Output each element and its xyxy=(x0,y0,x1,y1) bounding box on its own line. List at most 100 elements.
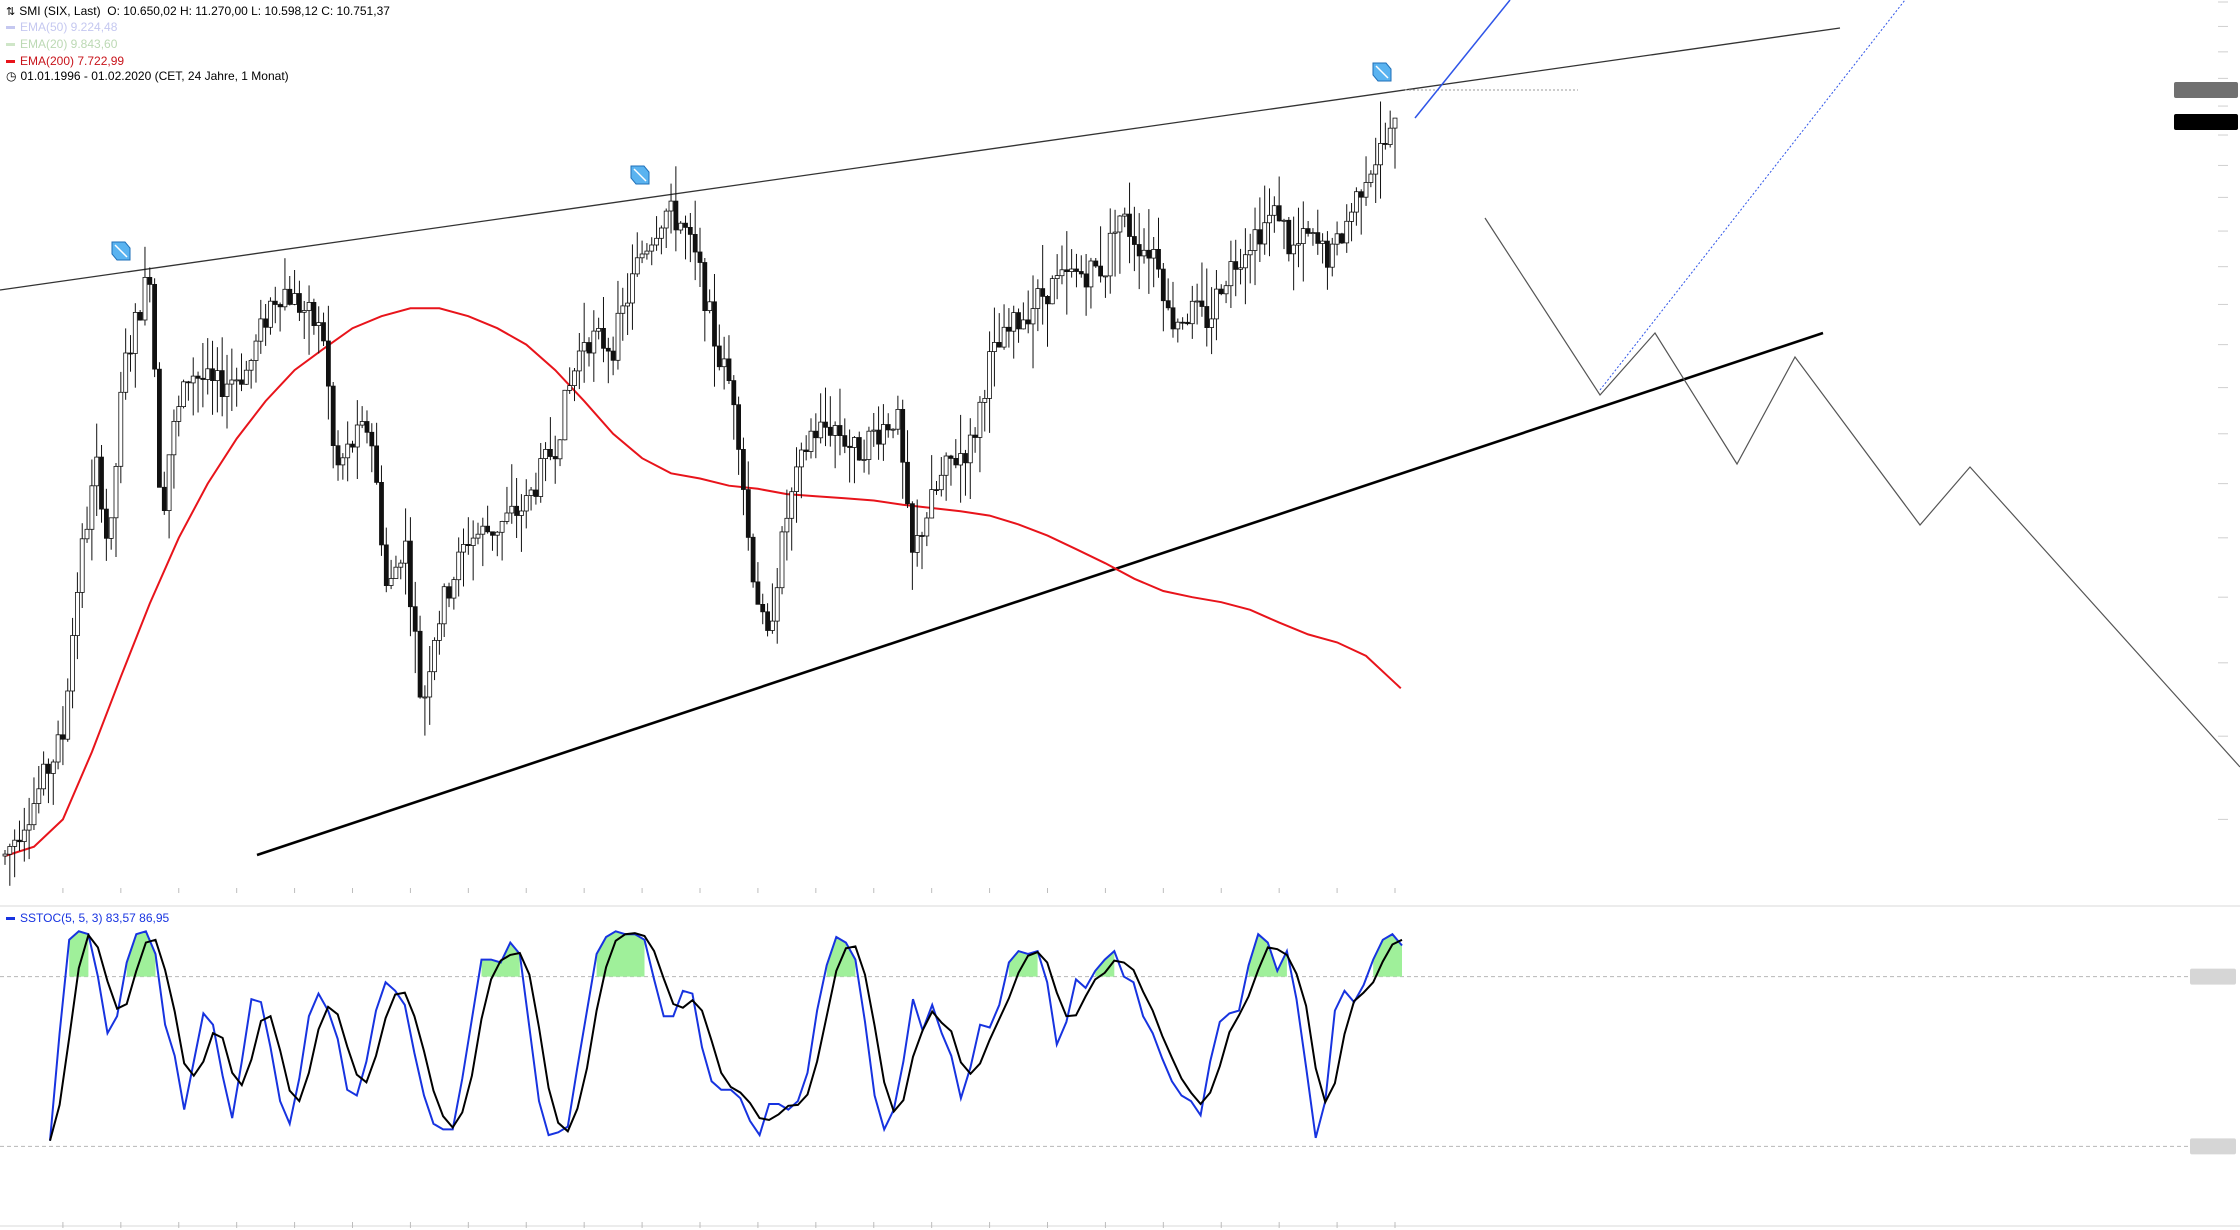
candle-body xyxy=(876,429,881,445)
symbol-name: SMI (SIX, Last) xyxy=(19,4,101,18)
candle-body xyxy=(292,293,298,305)
candle-body xyxy=(166,454,172,511)
candle-body xyxy=(678,222,684,231)
stoch-k-line xyxy=(49,930,1403,1141)
candle-body xyxy=(789,491,795,519)
legend-sstoc[interactable]: SSTOC(5, 5, 3) 83,57 86,95 xyxy=(6,911,169,925)
candle-body xyxy=(1141,249,1147,257)
candle-body xyxy=(958,453,963,466)
candle-body xyxy=(1349,211,1354,222)
header-line: ⇅ SMI (SIX, Last) O: 10.650,02 H: 11.270,… xyxy=(6,4,390,18)
candle-body xyxy=(1112,231,1118,234)
axis-layer xyxy=(62,1,2238,1228)
candle-body xyxy=(1300,228,1306,245)
candle-body xyxy=(1281,219,1287,222)
candle-body xyxy=(1025,319,1031,325)
wave-marker-icon xyxy=(1372,62,1392,82)
candle-body xyxy=(586,342,592,354)
candle-body xyxy=(185,381,191,384)
candle-body xyxy=(485,525,491,533)
candle-body xyxy=(977,401,983,438)
legend-ema50[interactable]: EMA(50) 9.224,48 xyxy=(6,20,117,34)
candle-body xyxy=(176,406,182,422)
candle-body xyxy=(214,370,220,382)
candle-body xyxy=(142,276,148,321)
candle-body xyxy=(1021,319,1026,330)
legend-ema20[interactable]: EMA(20) 9.843,60 xyxy=(6,37,117,51)
candle-body xyxy=(456,551,462,581)
candle-body xyxy=(1354,191,1359,213)
candle-body xyxy=(1156,248,1161,270)
ema200-swatch xyxy=(6,60,15,64)
candle-body xyxy=(1001,326,1007,348)
candle-body xyxy=(388,578,394,586)
candle-body xyxy=(702,262,708,311)
candle-body xyxy=(1088,260,1094,288)
candle-body xyxy=(953,457,959,466)
candle-body xyxy=(852,437,857,448)
stochastic-layer xyxy=(0,930,2190,1147)
candle-body xyxy=(726,358,732,381)
candle-body xyxy=(190,375,196,384)
candle-body xyxy=(296,293,302,313)
candle-body xyxy=(827,426,833,436)
candle-body xyxy=(967,434,973,464)
candle-body xyxy=(992,341,997,352)
candle-body xyxy=(345,443,351,459)
candle-body xyxy=(398,562,404,568)
ohlc-values: O: 10.650,02 H: 11.270,00 L: 10.598,12 C… xyxy=(107,4,390,18)
upper-trendline xyxy=(0,27,1841,291)
candle-body xyxy=(1011,312,1017,332)
candle-body xyxy=(919,535,925,537)
candle-body xyxy=(1209,318,1214,328)
candle-body xyxy=(321,322,326,342)
candle-body xyxy=(712,301,717,347)
candle-body xyxy=(108,517,114,539)
sstoc-swatch xyxy=(6,917,15,921)
candle-body xyxy=(1238,267,1243,270)
candle-body xyxy=(1267,214,1272,224)
candle-body xyxy=(1122,213,1128,217)
candle-body xyxy=(856,437,862,461)
stoch-overbought-fill xyxy=(1095,951,1115,977)
candle-body xyxy=(12,839,18,847)
stoch-d-line xyxy=(49,932,1403,1141)
candle-body xyxy=(1180,321,1185,324)
candle-body xyxy=(316,322,322,327)
legend-ema200[interactable]: EMA(200) 7.722,99 xyxy=(6,54,124,68)
wave-marker-icon xyxy=(111,241,131,261)
candle-body xyxy=(934,489,939,492)
candle-body xyxy=(470,537,476,546)
candle-body xyxy=(601,327,606,349)
candle-body xyxy=(147,276,153,285)
stoch-overbought-fill xyxy=(481,942,520,977)
candle-body xyxy=(692,233,698,253)
candle-body xyxy=(128,352,133,355)
candle-body xyxy=(745,489,751,538)
projection-path xyxy=(1484,217,2240,768)
candle-body xyxy=(1392,117,1398,129)
candle-body xyxy=(1329,243,1335,268)
range-label: 01.01.1996 - 01.02.2020 (CET, 24 Jahre, … xyxy=(20,69,289,83)
candle-body xyxy=(687,226,693,235)
candle-body xyxy=(605,347,611,352)
candle-body xyxy=(794,466,799,492)
candle-body xyxy=(1286,219,1292,255)
candle-body xyxy=(1132,236,1137,245)
price-label-box xyxy=(2174,114,2238,130)
candle-body xyxy=(765,611,770,631)
candle-body xyxy=(548,448,553,457)
candle-body xyxy=(818,421,824,439)
candle-body xyxy=(7,846,13,855)
candle-body xyxy=(383,544,389,587)
candle-body xyxy=(1334,233,1340,245)
candle-body xyxy=(591,330,597,354)
candle-body xyxy=(610,350,616,361)
candle-body xyxy=(417,630,423,698)
candle-body xyxy=(2,853,8,857)
candle-body xyxy=(649,244,655,252)
candle-body xyxy=(615,312,621,361)
candle-body xyxy=(1344,220,1350,244)
ema50-swatch xyxy=(6,26,15,30)
